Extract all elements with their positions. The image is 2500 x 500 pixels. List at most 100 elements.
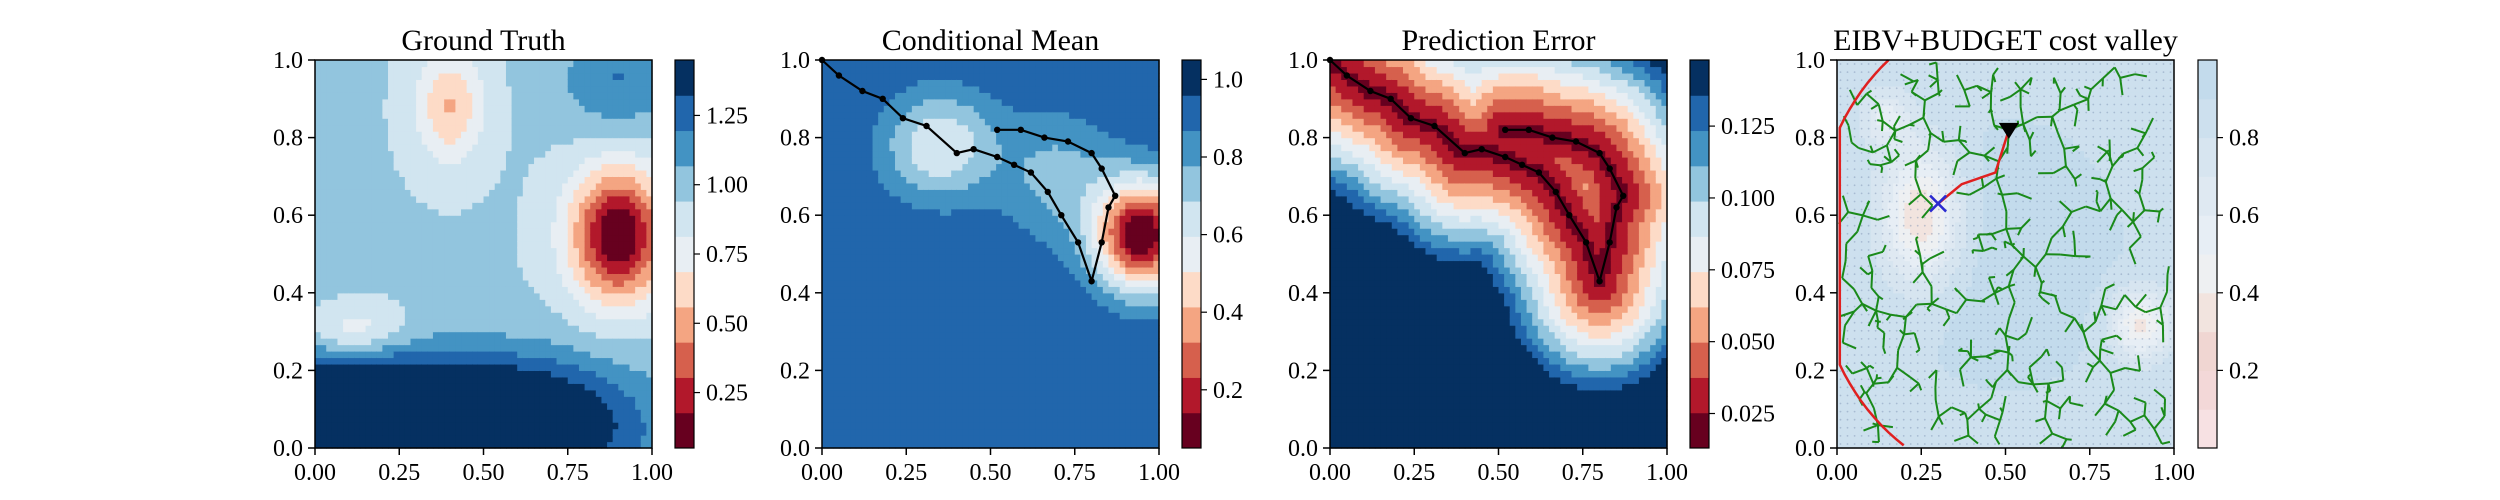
heatmap-cell — [612, 247, 619, 255]
heatmap-cell — [455, 208, 462, 216]
heatmap-cell — [889, 409, 896, 417]
heatmap-cell — [343, 318, 350, 326]
heatmap-cell — [438, 299, 445, 307]
heatmap-cell — [578, 163, 586, 171]
heatmap-cell — [438, 318, 445, 326]
heatmap-cell — [872, 409, 879, 417]
heatmap-cell — [595, 247, 603, 255]
heatmap-cell — [883, 60, 890, 68]
heatmap-cell — [827, 124, 834, 132]
heatmap-cell — [878, 105, 885, 113]
heatmap-cell — [822, 221, 829, 229]
heatmap-cell — [393, 292, 400, 300]
heatmap-cell — [466, 228, 473, 236]
heatmap-cell — [911, 409, 919, 417]
heatmap-cell — [517, 124, 524, 132]
heatmap-cell — [934, 215, 941, 223]
heatmap-cell — [500, 195, 507, 203]
heatmap-cell — [331, 60, 339, 68]
heatmap-cell — [833, 60, 840, 68]
heatmap-cell — [438, 389, 445, 397]
heatmap-cell — [635, 60, 642, 68]
heatmap-cell — [539, 254, 546, 262]
heatmap-cell — [906, 383, 913, 391]
heatmap-cell — [399, 118, 406, 126]
heatmap-cell — [635, 72, 642, 80]
heatmap-cell — [449, 325, 457, 333]
heatmap-cell — [444, 60, 451, 68]
heatmap-cell — [500, 331, 507, 339]
heatmap-cell — [878, 241, 885, 249]
heatmap-cell — [359, 344, 367, 352]
heatmap-cell — [326, 92, 333, 100]
heatmap-cell — [866, 79, 874, 87]
heatmap-cell — [861, 273, 868, 281]
heatmap-cell — [838, 182, 846, 190]
heatmap-cell — [562, 221, 569, 229]
heatmap-cell — [438, 131, 445, 139]
heatmap-cell — [635, 396, 642, 404]
heatmap-cell — [618, 396, 625, 404]
heatmap-cell — [934, 111, 941, 119]
heatmap-cell — [416, 286, 423, 294]
colorbar-segment — [675, 377, 694, 414]
heatmap-cell — [534, 189, 541, 197]
heatmap-cell — [343, 415, 350, 423]
heatmap-cell — [917, 150, 924, 158]
heatmap-cell — [382, 260, 389, 268]
heatmap-cell — [315, 247, 322, 255]
heatmap-cell — [320, 215, 327, 223]
heatmap-cell — [528, 363, 535, 371]
heatmap-cell — [923, 260, 930, 268]
heatmap-cell — [416, 441, 423, 449]
heatmap-cell — [466, 72, 473, 80]
heatmap-cell — [550, 396, 558, 404]
heatmap-cell — [883, 376, 890, 384]
heatmap-cell — [534, 72, 541, 80]
heatmap-cell — [838, 144, 846, 152]
heatmap-cell — [861, 176, 868, 184]
heatmap-cell — [399, 370, 406, 378]
heatmap-cell — [455, 441, 462, 449]
heatmap-cell — [421, 105, 428, 113]
heatmap-cell — [900, 441, 907, 449]
heatmap-cell — [326, 202, 333, 210]
heatmap-cell — [573, 351, 580, 359]
heatmap-cell — [472, 305, 479, 313]
heatmap-cell — [539, 286, 546, 294]
heatmap-cell — [432, 273, 440, 281]
heatmap-cell — [584, 169, 591, 177]
heatmap-cell — [365, 228, 372, 236]
heatmap-cell — [917, 144, 924, 152]
heatmap-cell — [528, 299, 535, 307]
heatmap-cell — [461, 363, 468, 371]
heatmap-cell — [646, 228, 653, 236]
heatmap-cell — [489, 215, 496, 223]
heatmap-cell — [928, 266, 935, 274]
heatmap-cell — [472, 221, 479, 229]
heatmap-cell — [472, 176, 479, 184]
heatmap-cell — [917, 279, 924, 287]
heatmap-cell — [607, 396, 614, 404]
heatmap-cell — [573, 428, 580, 436]
heatmap-cell — [906, 79, 913, 87]
heatmap-cell — [928, 344, 935, 352]
heatmap-cell — [556, 221, 563, 229]
heatmap-cell — [895, 234, 902, 242]
heatmap-cell — [595, 60, 603, 68]
heatmap-cell — [855, 221, 862, 229]
heatmap-cell — [427, 325, 434, 333]
heatmap-cell — [584, 305, 591, 313]
heatmap-cell — [623, 72, 631, 80]
heatmap-cell — [416, 234, 423, 242]
heatmap-cell — [337, 415, 344, 423]
heatmap-cell — [393, 338, 400, 346]
heatmap-cell — [359, 92, 367, 100]
heatmap-cell — [923, 396, 930, 404]
heatmap-cell — [567, 428, 574, 436]
heatmap-cell — [872, 260, 879, 268]
heatmap-cell — [838, 415, 846, 423]
heatmap-cell — [444, 402, 451, 410]
heatmap-cell — [838, 157, 846, 165]
heatmap-cell — [354, 266, 361, 274]
